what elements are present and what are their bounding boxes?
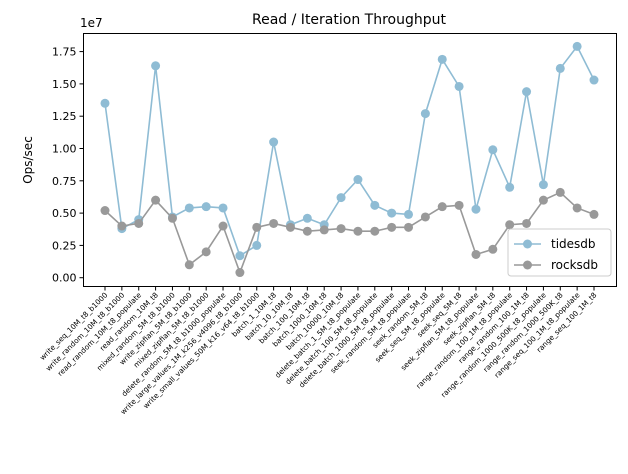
y-tick-label: 0.50 bbox=[52, 207, 77, 220]
data-point-tidesdb bbox=[454, 81, 464, 91]
data-point-rocksdb bbox=[589, 209, 599, 219]
data-point-rocksdb bbox=[454, 200, 464, 210]
data-point-tidesdb bbox=[218, 203, 228, 213]
data-point-tidesdb bbox=[589, 75, 599, 85]
data-point-rocksdb bbox=[117, 221, 127, 231]
data-point-tidesdb bbox=[100, 98, 110, 108]
data-point-tidesdb bbox=[522, 87, 532, 97]
data-point-rocksdb bbox=[555, 187, 565, 197]
y-tick-label: 1.50 bbox=[52, 78, 77, 91]
data-point-tidesdb bbox=[353, 175, 363, 185]
data-point-rocksdb bbox=[522, 218, 532, 228]
legend-marker-rocksdb bbox=[523, 260, 532, 270]
y-ticks: 0.00 0.25 0.50 0.75 1.00 1.25 1.50 1.75 bbox=[52, 46, 84, 285]
data-point-rocksdb bbox=[353, 226, 363, 236]
y-tick-label: 1.75 bbox=[52, 46, 77, 59]
data-point-rocksdb bbox=[167, 213, 177, 223]
chart-title: Read / Iteration Throughput bbox=[252, 12, 446, 28]
data-point-tidesdb bbox=[471, 204, 481, 214]
x-ticks: write_seq_10M_t8_b1000write_random_10M_t… bbox=[38, 286, 599, 416]
data-point-rocksdb bbox=[488, 244, 498, 254]
data-point-tidesdb bbox=[151, 61, 161, 71]
data-point-rocksdb bbox=[404, 222, 414, 232]
y-tick-label: 0.75 bbox=[52, 175, 77, 188]
data-point-rocksdb bbox=[370, 226, 380, 236]
data-point-tidesdb bbox=[420, 109, 430, 119]
y-offset-label: 1e7 bbox=[80, 16, 103, 30]
data-point-tidesdb bbox=[252, 240, 262, 250]
data-point-rocksdb bbox=[252, 222, 262, 232]
data-point-tidesdb bbox=[235, 251, 245, 261]
y-axis-label: Ops/sec bbox=[21, 136, 35, 184]
y-tick-label: 1.25 bbox=[52, 110, 77, 123]
data-point-rocksdb bbox=[505, 220, 515, 230]
legend-label-rocksdb: rocksdb bbox=[551, 258, 598, 272]
data-point-rocksdb bbox=[218, 221, 228, 231]
data-point-rocksdb bbox=[336, 224, 346, 234]
legend: tidesdb rocksdb bbox=[507, 228, 612, 277]
data-point-rocksdb bbox=[387, 222, 397, 232]
legend-label-tidesdb: tidesdb bbox=[551, 237, 596, 251]
data-point-tidesdb bbox=[404, 209, 414, 219]
plot-frame bbox=[83, 33, 617, 287]
data-point-tidesdb bbox=[269, 137, 279, 147]
y-tick-label: 1.00 bbox=[52, 143, 77, 156]
data-point-rocksdb bbox=[538, 195, 548, 205]
data-point-tidesdb bbox=[437, 54, 447, 64]
data-point-rocksdb bbox=[269, 218, 279, 228]
data-point-tidesdb bbox=[184, 203, 194, 213]
data-point-rocksdb bbox=[151, 195, 161, 205]
data-point-tidesdb bbox=[387, 208, 397, 218]
data-point-rocksdb bbox=[319, 225, 329, 235]
data-point-rocksdb bbox=[201, 247, 211, 257]
data-point-rocksdb bbox=[100, 206, 110, 216]
x-tick-label: write_seq_10M_t8_b1000 bbox=[38, 290, 110, 362]
data-point-tidesdb bbox=[505, 182, 515, 192]
data-point-tidesdb bbox=[488, 145, 498, 155]
data-point-tidesdb bbox=[302, 213, 312, 223]
data-point-rocksdb bbox=[302, 226, 312, 236]
data-point-rocksdb bbox=[471, 249, 481, 259]
data-point-rocksdb bbox=[437, 202, 447, 212]
data-point-rocksdb bbox=[134, 218, 144, 228]
y-tick-label: 0.25 bbox=[52, 239, 77, 252]
data-point-rocksdb bbox=[285, 222, 295, 232]
series-group bbox=[100, 41, 599, 278]
data-point-rocksdb bbox=[420, 212, 430, 222]
legend-marker-tidesdb bbox=[523, 239, 532, 249]
data-point-tidesdb bbox=[370, 200, 380, 210]
data-point-rocksdb bbox=[235, 268, 245, 278]
data-point-tidesdb bbox=[555, 63, 565, 73]
data-point-tidesdb bbox=[538, 180, 548, 190]
data-point-tidesdb bbox=[336, 193, 346, 203]
data-point-rocksdb bbox=[184, 260, 194, 270]
y-tick-label: 0.00 bbox=[52, 272, 77, 285]
data-point-tidesdb bbox=[201, 202, 211, 212]
data-point-rocksdb bbox=[572, 203, 582, 213]
data-point-tidesdb bbox=[572, 41, 582, 51]
